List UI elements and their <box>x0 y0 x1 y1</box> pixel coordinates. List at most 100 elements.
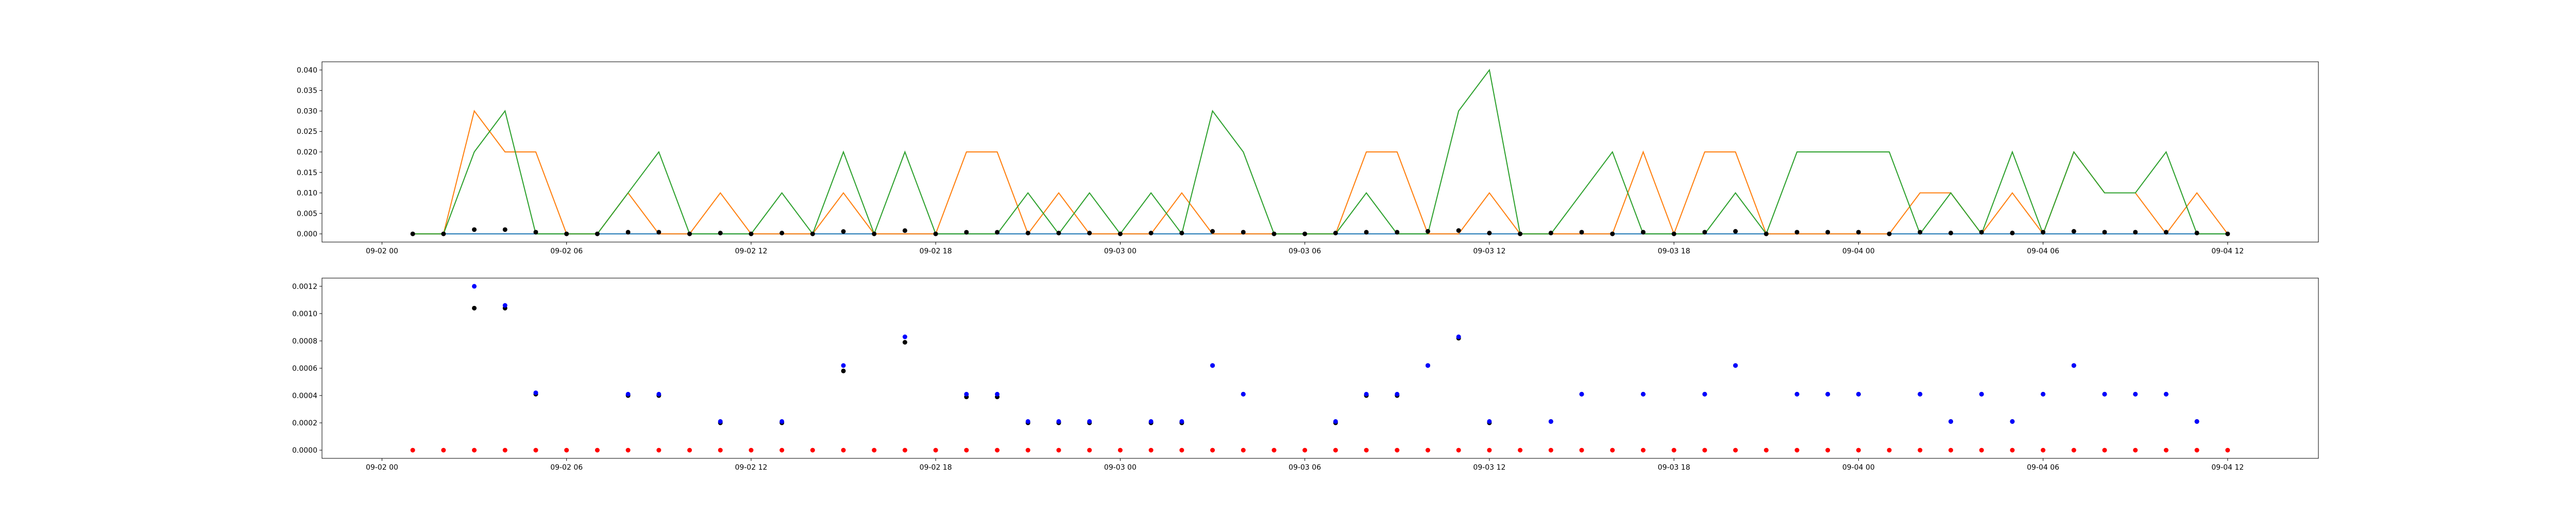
point <box>2041 448 2046 453</box>
y-tick-label: 0.0002 <box>292 419 317 427</box>
point <box>441 231 446 236</box>
point <box>410 448 415 453</box>
point <box>2133 230 2138 235</box>
point <box>687 448 692 453</box>
point <box>1764 231 1769 236</box>
point <box>1794 230 1800 235</box>
point <box>656 391 662 397</box>
x-tick-label: 09-02 12 <box>735 464 767 472</box>
point <box>872 448 877 453</box>
point <box>1425 448 1430 453</box>
point <box>1456 448 1461 453</box>
point <box>1733 363 1738 368</box>
point <box>902 448 907 453</box>
point <box>1856 391 1861 397</box>
point <box>995 448 1000 453</box>
point <box>1579 448 1584 453</box>
point <box>1302 231 1308 236</box>
x-tick-label: 09-02 00 <box>366 247 398 255</box>
point <box>1979 230 1984 235</box>
line <box>413 68 2228 235</box>
point <box>410 231 415 236</box>
point <box>1487 419 1492 424</box>
y-tick-label: 0.0012 <box>292 283 317 291</box>
point <box>841 368 846 373</box>
point <box>1179 231 1184 235</box>
point <box>1364 391 1369 397</box>
point <box>1087 231 1092 235</box>
x-tick-label: 09-04 12 <box>2211 464 2244 472</box>
point <box>1117 231 1123 236</box>
x-tick-label: 09-04 06 <box>2027 464 2059 472</box>
point <box>933 231 938 236</box>
point <box>2194 230 2199 235</box>
x-tick-label: 09-03 06 <box>1289 464 1321 472</box>
point <box>810 448 815 453</box>
point <box>1241 448 1246 453</box>
point <box>1487 448 1492 453</box>
point <box>1579 230 1584 235</box>
point <box>1610 448 1615 453</box>
point <box>2194 419 2199 424</box>
point <box>1210 229 1215 234</box>
point <box>2163 391 2168 397</box>
point <box>625 448 631 453</box>
x-tick-label: 09-02 18 <box>920 464 952 472</box>
point <box>502 303 507 308</box>
point <box>1025 448 1030 453</box>
x-tick-label: 09-02 06 <box>550 247 583 255</box>
point <box>1025 231 1030 235</box>
point <box>1640 391 1646 397</box>
axes-frame <box>321 278 2319 459</box>
point <box>1548 448 1553 453</box>
point <box>1487 231 1492 235</box>
point <box>502 448 507 453</box>
point <box>1733 448 1738 453</box>
y-tick-label: 0.0006 <box>292 365 317 373</box>
x-tick-label: 09-04 06 <box>2027 247 2059 255</box>
point <box>718 448 723 453</box>
point <box>1794 448 1800 453</box>
point <box>2102 448 2107 453</box>
point <box>1395 448 1400 453</box>
x-tick-label: 09-02 18 <box>920 247 952 255</box>
point <box>1733 229 1738 234</box>
point <box>1117 448 1123 453</box>
point <box>441 448 446 453</box>
point <box>1764 448 1769 453</box>
point <box>1610 231 1615 236</box>
point <box>1456 334 1461 339</box>
point <box>995 230 1000 235</box>
point <box>2010 448 2015 453</box>
point <box>1395 230 1400 235</box>
point <box>933 448 938 453</box>
point <box>2010 230 2015 235</box>
x-tick-label: 09-03 12 <box>1473 464 1505 472</box>
point <box>1887 231 1892 236</box>
point <box>1918 391 1923 397</box>
point <box>2163 448 2168 453</box>
point <box>1856 230 1861 235</box>
point <box>1025 419 1030 424</box>
point <box>2102 230 2107 235</box>
point <box>564 231 569 236</box>
point <box>533 230 538 235</box>
point <box>1548 230 1553 235</box>
y-tick-label: 0.025 <box>297 128 317 136</box>
point <box>595 448 600 453</box>
point <box>810 231 815 236</box>
point <box>2010 419 2015 424</box>
y-tick-label: 0.030 <box>297 107 317 115</box>
point <box>1087 419 1092 424</box>
point <box>1671 231 1676 236</box>
point <box>533 390 538 396</box>
point <box>1671 448 1676 453</box>
point <box>472 284 477 289</box>
y-tick-label: 0.0000 <box>292 447 317 455</box>
point <box>1640 230 1646 235</box>
point <box>1241 391 1246 397</box>
point <box>995 391 1000 397</box>
point <box>718 231 723 235</box>
point <box>1948 230 1953 235</box>
